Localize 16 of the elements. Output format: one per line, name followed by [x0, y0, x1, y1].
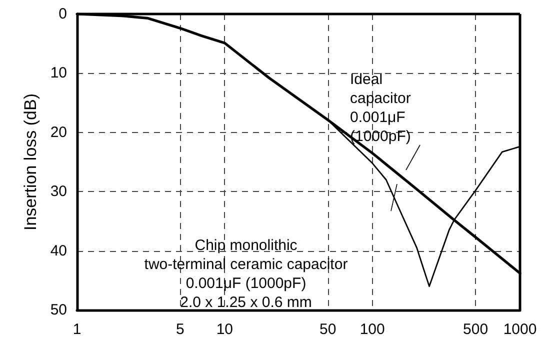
x-tick-label: 500 — [463, 321, 488, 338]
x-tick-label: 100 — [360, 321, 385, 338]
x-tick-label: 1 — [72, 321, 82, 338]
y-axis-title: Insertion loss (dB) — [21, 94, 40, 230]
annotation: Ideal capacitor 0.001μF (1000pF) — [350, 71, 411, 145]
x-tick-label: 5 — [176, 321, 184, 338]
y-tick-label: 30 — [50, 183, 67, 200]
y-tick-label: 40 — [50, 242, 67, 260]
y-tick-label: 50 — [50, 302, 67, 318]
x-tick-label: 10 — [216, 321, 234, 338]
y-tick-label: 10 — [50, 64, 67, 82]
x-tick-label: 50 — [320, 321, 336, 338]
x-tick-label: 1000 — [503, 321, 537, 338]
y-tick-label: 0 — [58, 6, 67, 22]
annotation: Chip monolithic two-terminal ceramic capacitor 0.001μF (1000pF) 2.0 x 1.25 x 0.6 mm — [144, 237, 348, 311]
y-tick-label: 20 — [50, 124, 67, 141]
